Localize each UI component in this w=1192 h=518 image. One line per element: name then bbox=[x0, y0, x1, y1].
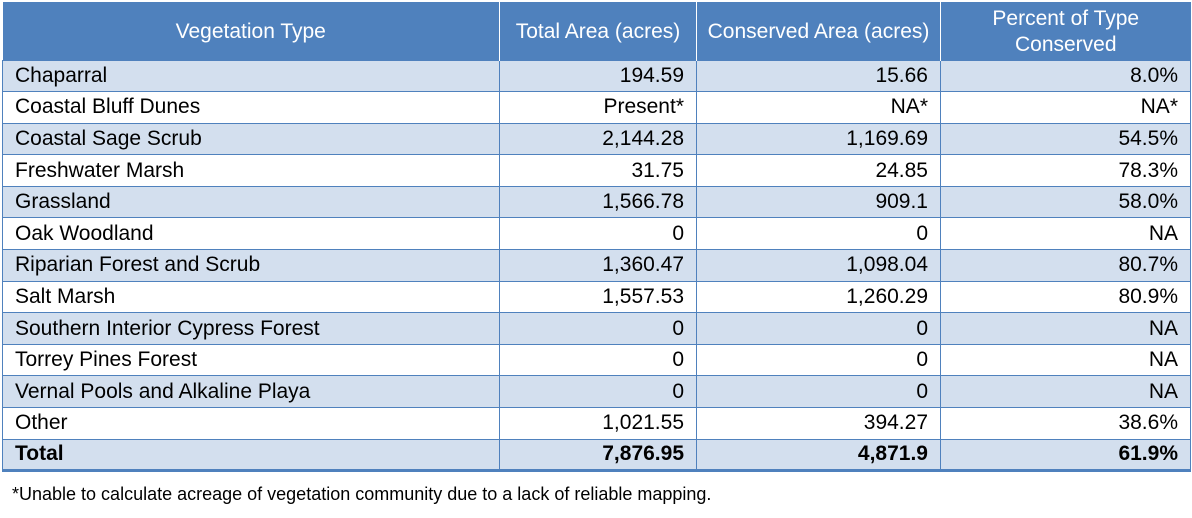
cell-total-area: 31.75 bbox=[499, 154, 697, 187]
cell-percent-conserved: NA* bbox=[940, 91, 1191, 124]
cell-total-area: 2,144.28 bbox=[499, 122, 697, 156]
cell-percent-conserved: NA bbox=[940, 375, 1191, 409]
header-row: Vegetation Type Total Area (acres) Conse… bbox=[2, 2, 1191, 60]
cell-vegetation-type: Oak Woodland bbox=[2, 217, 500, 251]
table-row: Riparian Forest and Scrub 1,360.47 1,098… bbox=[2, 249, 1191, 282]
cell-percent-conserved: 80.9% bbox=[940, 280, 1191, 314]
cell-percent-conserved: 38.6% bbox=[940, 407, 1191, 440]
cell-total-area: 0 bbox=[499, 217, 697, 251]
cell-vegetation-type: Grassland bbox=[2, 185, 500, 219]
header-percent-conserved: Percent of Type Conserved bbox=[940, 2, 1191, 60]
header-conserved-area: Conserved Area (acres) bbox=[696, 2, 941, 60]
cell-vegetation-type: Southern Interior Cypress Forest bbox=[2, 312, 500, 345]
cell-total-area: 194.59 bbox=[499, 59, 697, 93]
cell-conserved-area: 1,260.29 bbox=[696, 280, 941, 314]
table-row: Coastal Sage Scrub 2,144.28 1,169.69 54.… bbox=[2, 122, 1191, 156]
cell-total-area: 1,021.55 bbox=[499, 407, 697, 440]
table-row: Salt Marsh 1,557.53 1,260.29 80.9% bbox=[2, 280, 1191, 314]
table-row: Vernal Pools and Alkaline Playa 0 0 NA bbox=[2, 375, 1191, 409]
cell-percent-conserved: 58.0% bbox=[940, 185, 1191, 219]
cell-vegetation-type: Chaparral bbox=[2, 59, 500, 93]
table-row: Torrey Pines Forest 0 0 NA bbox=[2, 343, 1191, 377]
table-row: Grassland 1,566.78 909.1 58.0% bbox=[2, 185, 1191, 219]
cell-total-area: 1,566.78 bbox=[499, 185, 697, 219]
cell-vegetation-type: Coastal Sage Scrub bbox=[2, 122, 500, 156]
header-total-area: Total Area (acres) bbox=[499, 2, 697, 60]
cell-conserved-area: 0 bbox=[696, 312, 941, 345]
cell-total-label: Total bbox=[2, 438, 500, 473]
cell-percent-conserved-total: 61.9% bbox=[940, 438, 1191, 473]
vegetation-table: Vegetation Type Total Area (acres) Conse… bbox=[2, 2, 1191, 473]
cell-conserved-area: 909.1 bbox=[696, 185, 941, 219]
cell-percent-conserved: 54.5% bbox=[940, 122, 1191, 156]
cell-conserved-area: NA* bbox=[696, 91, 941, 124]
cell-conserved-area-sum: 4,871.9 bbox=[696, 438, 941, 473]
cell-percent-conserved: 80.7% bbox=[940, 249, 1191, 282]
footnote: *Unable to calculate acreage of vegetati… bbox=[12, 484, 712, 504]
table-row: Southern Interior Cypress Forest 0 0 NA bbox=[2, 312, 1191, 345]
cell-conserved-area: 394.27 bbox=[696, 407, 941, 440]
cell-conserved-area: 0 bbox=[696, 217, 941, 251]
cell-conserved-area: 1,098.04 bbox=[696, 249, 941, 282]
cell-percent-conserved: NA bbox=[940, 312, 1191, 345]
cell-total-area: Present* bbox=[499, 91, 697, 124]
cell-total-area: 0 bbox=[499, 343, 697, 377]
cell-conserved-area: 0 bbox=[696, 375, 941, 409]
table-row: Coastal Bluff Dunes Present* NA* NA* bbox=[2, 91, 1191, 124]
cell-vegetation-type: Other bbox=[2, 407, 500, 440]
cell-percent-conserved: NA bbox=[940, 343, 1191, 377]
cell-vegetation-type: Coastal Bluff Dunes bbox=[2, 91, 500, 124]
cell-vegetation-type: Riparian Forest and Scrub bbox=[2, 249, 500, 282]
cell-total-area-sum: 7,876.95 bbox=[499, 438, 697, 473]
cell-vegetation-type: Freshwater Marsh bbox=[2, 154, 500, 187]
total-row: Total 7,876.95 4,871.9 61.9% bbox=[2, 438, 1191, 473]
cell-vegetation-type: Vernal Pools and Alkaline Playa bbox=[2, 375, 500, 409]
cell-percent-conserved: 78.3% bbox=[940, 154, 1191, 187]
table-row: Chaparral 194.59 15.66 8.0% bbox=[2, 59, 1191, 93]
cell-vegetation-type: Salt Marsh bbox=[2, 280, 500, 314]
table-row: Freshwater Marsh 31.75 24.85 78.3% bbox=[2, 154, 1191, 187]
cell-conserved-area: 15.66 bbox=[696, 59, 941, 93]
cell-total-area: 1,557.53 bbox=[499, 280, 697, 314]
header-vegetation-type: Vegetation Type bbox=[2, 2, 500, 60]
cell-percent-conserved: 8.0% bbox=[940, 59, 1191, 93]
cell-conserved-area: 1,169.69 bbox=[696, 122, 941, 156]
table-row: Other 1,021.55 394.27 38.6% bbox=[2, 407, 1191, 440]
cell-total-area: 0 bbox=[499, 312, 697, 345]
cell-vegetation-type: Torrey Pines Forest bbox=[2, 343, 500, 377]
cell-conserved-area: 24.85 bbox=[696, 154, 941, 187]
table-row: Oak Woodland 0 0 NA bbox=[2, 217, 1191, 251]
cell-percent-conserved: NA bbox=[940, 217, 1191, 251]
cell-total-area: 1,360.47 bbox=[499, 249, 697, 282]
cell-conserved-area: 0 bbox=[696, 343, 941, 377]
cell-total-area: 0 bbox=[499, 375, 697, 409]
